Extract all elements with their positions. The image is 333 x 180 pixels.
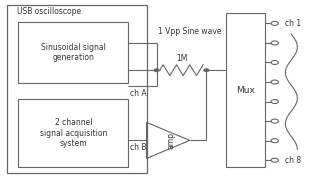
Circle shape xyxy=(271,80,278,84)
Circle shape xyxy=(271,119,278,123)
Bar xyxy=(18,99,128,167)
Text: 1 Vpp Sine wave: 1 Vpp Sine wave xyxy=(158,27,222,36)
Circle shape xyxy=(154,69,159,71)
Circle shape xyxy=(271,41,278,45)
Text: Sinusoidal signal
generation: Sinusoidal signal generation xyxy=(41,42,106,62)
Text: ch B: ch B xyxy=(130,143,147,152)
Bar xyxy=(18,22,128,83)
Circle shape xyxy=(271,158,278,162)
Circle shape xyxy=(204,69,209,71)
Circle shape xyxy=(271,60,278,64)
Bar xyxy=(226,13,265,167)
Text: Mux: Mux xyxy=(236,86,255,94)
Bar xyxy=(7,5,147,173)
Text: ch 8: ch 8 xyxy=(285,156,301,165)
Circle shape xyxy=(271,139,278,143)
Circle shape xyxy=(271,21,278,25)
Text: ch A: ch A xyxy=(130,89,147,98)
Text: ch 1: ch 1 xyxy=(285,19,301,28)
Text: USB oscilloscope: USB oscilloscope xyxy=(17,7,81,16)
Text: 2 channel
signal acquisition
system: 2 channel signal acquisition system xyxy=(40,118,107,148)
Text: amp: amp xyxy=(167,132,176,149)
Circle shape xyxy=(271,100,278,103)
Text: 1M: 1M xyxy=(176,54,187,63)
